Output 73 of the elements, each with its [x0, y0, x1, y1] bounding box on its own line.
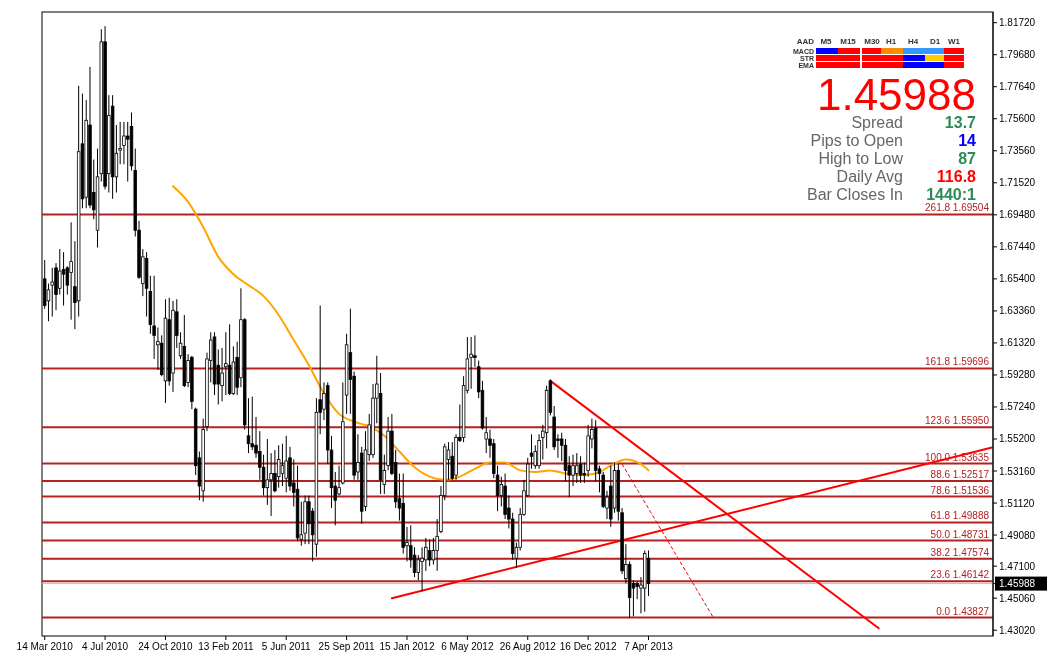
annotation: High to Low — [818, 150, 904, 167]
annotation: 1440:1 — [926, 186, 977, 203]
y-tick-label: 1.71520 — [999, 177, 1036, 189]
candlestick — [484, 416, 488, 454]
candlestick — [276, 444, 281, 489]
x-tick-label: 13 Feb 2011 — [198, 641, 254, 652]
y-tick-label: 1.51120 — [999, 497, 1035, 509]
y-tick-label: 1.57240 — [999, 401, 1036, 413]
ref-line-label: 78.6 1.51536 — [930, 484, 990, 496]
x-tick-label: 16 Dec 2012 — [559, 641, 617, 652]
annotation: D1 — [929, 37, 941, 46]
annotation: Daily Avg — [836, 168, 903, 185]
candlestick — [431, 537, 436, 566]
x-tick-label: 26 Aug 2012 — [499, 641, 557, 652]
ref-line-label: 38.2 1.47574 — [930, 546, 990, 558]
candlestick — [126, 121, 130, 183]
annotation: M30 — [864, 37, 881, 46]
annotation: H4 — [907, 37, 919, 46]
y-tick-label: 1.67440 — [999, 241, 1036, 253]
candlestick — [571, 454, 575, 487]
x-tick-label: 5 Jun 2011 — [261, 641, 312, 652]
ref-line-label: 123.6 1.55950 — [925, 415, 990, 427]
y-tick-label: 1.75600 — [999, 113, 1036, 125]
y-tick-label: 1.79680 — [999, 49, 1036, 61]
y-tick-label: 1.69480 — [999, 209, 1036, 221]
x-tick-label: 4 Jul 2010 — [82, 641, 129, 652]
annotation: AAD — [796, 37, 815, 46]
candlestick — [284, 435, 288, 493]
y-tick-label: 1.63360 — [999, 305, 1036, 317]
y-tick-label: 1.61320 — [999, 337, 1036, 349]
y-tick-label: 1.65400 — [999, 273, 1036, 285]
annotation: 14 — [958, 132, 977, 149]
y-tick-label: 1.53160 — [999, 465, 1036, 477]
y-tick-label: 1.45060 — [999, 592, 1036, 604]
x-tick-label: 24 Oct 2010 — [138, 641, 194, 652]
candlestick — [280, 443, 285, 487]
annotation: M15 — [840, 37, 857, 46]
y-tick-label: 1.43020 — [999, 624, 1036, 636]
ref-line-label: 61.8 1.49888 — [930, 510, 990, 522]
ref-line-label: 161.8 1.59696 — [925, 356, 990, 368]
y-tick-label: 1.77640 — [999, 81, 1036, 93]
x-tick-label: 6 May 2012 — [441, 641, 494, 652]
annotation: 13.7 — [944, 114, 977, 131]
candlestick — [61, 251, 66, 307]
ref-line-label: 0.0 1.43827 — [936, 605, 990, 617]
ref-line-label: 50.0 1.48731 — [930, 528, 990, 540]
x-tick-label: 14 Mar 2010 — [16, 641, 74, 652]
x-tick-label: 25 Sep 2011 — [318, 641, 376, 652]
y-tick-label: 1.59280 — [999, 369, 1036, 381]
y-tick-label: 1.73560 — [999, 145, 1036, 157]
ref-line-label: 261.8 1.69504 — [925, 202, 990, 214]
annotation: 116.8 — [936, 168, 977, 185]
annotation: W1 — [948, 37, 961, 46]
y-tick-label: 1.55200 — [999, 433, 1036, 445]
annotation: Pips to Open — [810, 132, 903, 149]
y-tick-label: 1.47100 — [999, 560, 1036, 572]
line-series — [172, 185, 650, 481]
candlestick — [427, 538, 432, 567]
candlestick — [578, 455, 583, 484]
y-tick-label: 1.45988 — [999, 578, 1036, 590]
y-tick-label: 1.81720 — [999, 17, 1036, 29]
annotation: H1 — [885, 37, 897, 46]
ref-line-label: 88.6 1.52517 — [930, 469, 990, 481]
annotation: Bar Closes In — [806, 186, 903, 203]
candlestick — [50, 267, 54, 318]
candlestick — [575, 452, 579, 484]
ref-line-label: 23.6 1.46142 — [930, 569, 990, 581]
annotation: M5 — [820, 37, 833, 46]
candlestick — [469, 336, 473, 390]
y-tick-label: 1.49080 — [999, 529, 1036, 541]
annotation: 87 — [958, 150, 977, 167]
x-tick-label: 15 Jan 2012 — [379, 641, 435, 652]
x-tick-label: 7 Apr 2013 — [624, 641, 674, 652]
